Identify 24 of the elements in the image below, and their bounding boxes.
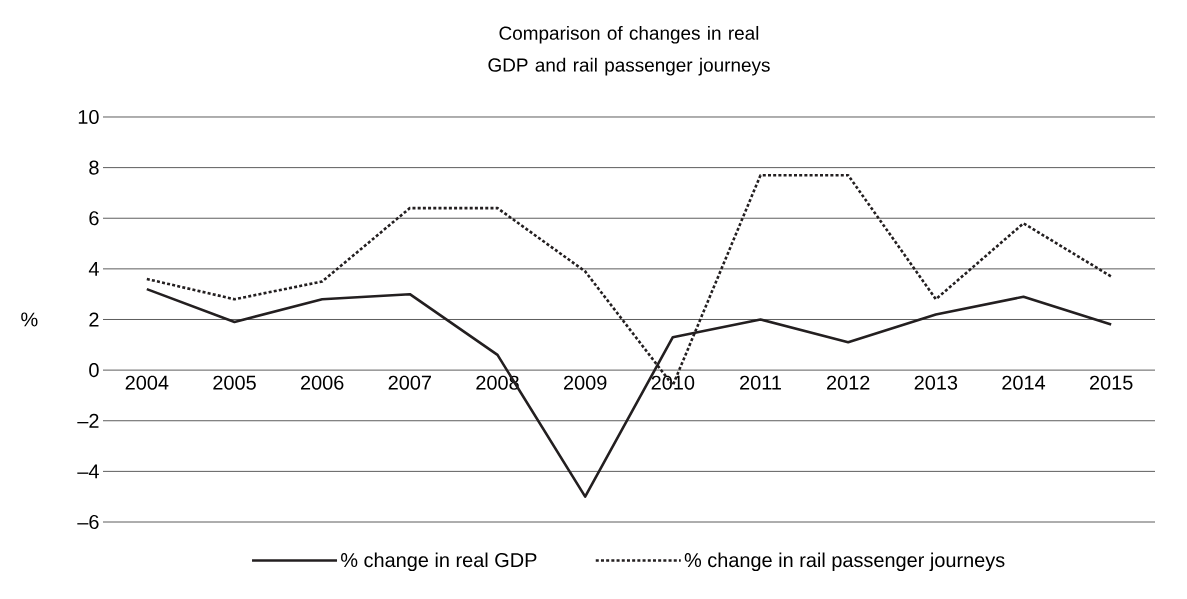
x-tick-label: 2005 (213, 375, 256, 390)
y-tick-label: 6 (89, 211, 99, 226)
y-tick-label: 0 (89, 363, 99, 378)
x-tick-label: 2013 (914, 375, 958, 390)
legend-label: % change in real GDP (341, 552, 537, 572)
x-tick-label: 2004 (125, 375, 169, 390)
x-tick-label: 2012 (827, 375, 870, 390)
y-tick-label: 8 (89, 160, 99, 175)
x-tick-label: 2007 (388, 375, 431, 390)
y-tick-label: 10 (78, 109, 99, 125)
x-tick-label: 2014 (1002, 375, 1046, 390)
x-tick-label: 2010 (651, 375, 695, 390)
y-tick-label: –4 (77, 464, 99, 479)
y-tick-label: –2 (77, 413, 99, 428)
y-tick-label: 2 (89, 312, 99, 327)
legend-label: % change in rail passenger journeys (684, 552, 1005, 572)
y-tick-label: 4 (88, 262, 99, 276)
x-tick-label: 2011 (740, 375, 781, 390)
chart-title: Comparison of changes in real GDP and rail passenger journeys (488, 25, 770, 76)
x-tick-label: 2006 (301, 375, 344, 390)
y-tick-label: –6 (77, 514, 99, 530)
x-tick-label: 2015 (1090, 375, 1133, 390)
x-tick-label: 2009 (564, 375, 607, 390)
y-axis-title: % (21, 312, 38, 327)
